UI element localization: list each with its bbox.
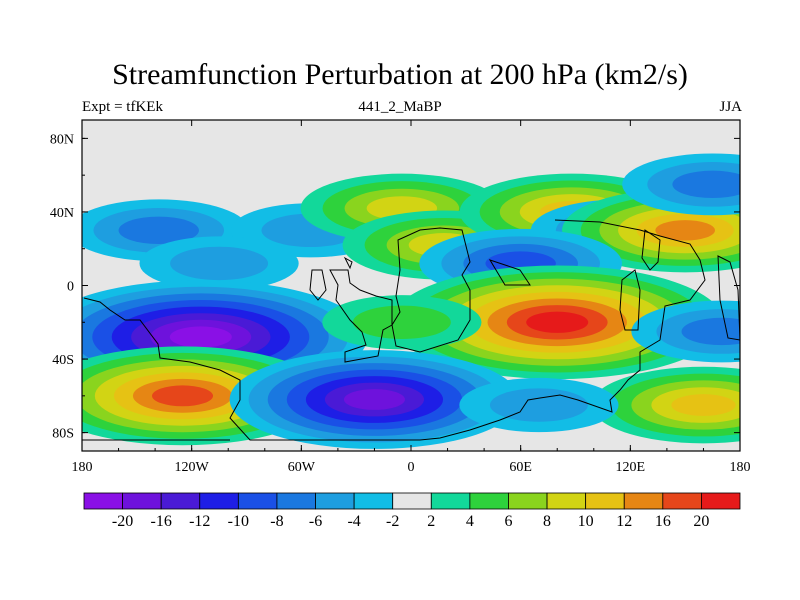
coastline-south-america — [329, 269, 393, 363]
contour-band — [671, 394, 736, 416]
contour-band — [170, 246, 269, 281]
colorbar-label: 6 — [504, 513, 512, 530]
colorbar-label: -2 — [386, 513, 399, 530]
map-title: Streamfunction Perturbation at 200 hPa (… — [112, 58, 688, 91]
lon-tick-label: 60E — [509, 460, 532, 475]
anomaly-center — [300, 173, 504, 243]
lon-tick-label: 60W — [288, 460, 316, 475]
colorbar-swatch — [469, 492, 509, 510]
colorbar-label: 12 — [616, 513, 632, 530]
anomaly-center — [622, 153, 740, 216]
coastline-asia — [83, 219, 706, 441]
colorbar-swatch — [353, 492, 394, 510]
colorbar-swatch — [315, 492, 355, 510]
lon-tick-label: 0 — [408, 460, 415, 475]
colorbar-swatch — [585, 492, 625, 510]
contour-band — [152, 385, 214, 407]
colorbar-label: 20 — [693, 513, 709, 530]
colorbar-swatch — [662, 492, 702, 510]
colorbar-label: -6 — [309, 513, 322, 530]
anomaly-center — [139, 236, 299, 291]
coastline-maritime-continent — [641, 229, 661, 271]
lon-tick-label: 120E — [616, 460, 646, 475]
colorbar-swatch — [237, 492, 278, 510]
contour-band — [526, 311, 589, 333]
anomaly-center — [390, 265, 724, 380]
coastline-east-pacific-island — [717, 255, 740, 341]
lon-tick-label: 180 — [730, 460, 751, 475]
anomaly-center — [229, 350, 520, 449]
colorbar-label: 4 — [466, 513, 474, 530]
colorbar-label: 2 — [427, 513, 435, 530]
contour-band — [352, 305, 451, 339]
coastline-central-america — [309, 269, 327, 301]
colorbar-label: -10 — [228, 513, 249, 530]
contour-band — [672, 170, 740, 199]
contour-band — [343, 389, 405, 410]
coastline-australia-indonesia — [619, 269, 641, 331]
experiment-label: Expt = tfKEk — [82, 99, 163, 115]
colorbar-swatch — [160, 492, 201, 510]
map-axes: 80N 40N 0 40S 80S 180 120W 60W 0 60E 120E 180 — [50, 120, 751, 475]
colorbar-label: -12 — [189, 513, 210, 530]
coastline-africa — [391, 227, 471, 353]
lat-tick-label: 40N — [50, 206, 74, 221]
colorbar-swatch — [199, 492, 239, 510]
colorbar-swatch — [623, 492, 664, 510]
colorbar-label: -4 — [347, 513, 360, 530]
lon-tick-label: 180 — [72, 460, 93, 475]
colorbar-label: 16 — [655, 513, 671, 530]
contour-band — [118, 216, 199, 245]
colorbar-label: -16 — [151, 513, 172, 530]
colorbar-label: -20 — [112, 513, 133, 530]
contour-band — [489, 388, 588, 422]
colorbar-swatch — [122, 492, 162, 510]
lat-tick-label: 40S — [52, 353, 74, 368]
coastlines — [82, 219, 740, 441]
colorbar-label: -8 — [270, 513, 283, 530]
contour-band — [169, 326, 232, 348]
anomaly-center — [459, 377, 619, 433]
lon-tick-label: 120W — [175, 460, 210, 475]
coastline-arabia — [488, 259, 531, 286]
anomaly-center — [591, 366, 740, 444]
colorbar-swatch — [546, 492, 587, 510]
colorbar-swatch — [83, 492, 123, 510]
contour-band — [655, 220, 715, 241]
lat-tick-label: 80N — [50, 132, 74, 147]
colorbar-swatch — [508, 492, 548, 510]
lat-tick-label: 0 — [67, 280, 74, 295]
season-label: JJA — [719, 99, 742, 115]
lat-tick-label: 80S — [52, 427, 74, 442]
anomaly-center — [631, 300, 740, 363]
colorbar-label: 8 — [543, 513, 551, 530]
colorbar-swatch — [392, 492, 432, 510]
contour-fields — [82, 153, 740, 449]
colorbar-swatch — [430, 492, 471, 510]
colorbar-swatch — [701, 492, 741, 510]
case-label: 441_2_MaBP — [358, 99, 442, 115]
colorbar-swatch — [276, 492, 316, 510]
coastline-caribbean — [343, 256, 353, 270]
anomaly-center — [322, 295, 482, 350]
colorbar-label: 10 — [578, 513, 594, 530]
